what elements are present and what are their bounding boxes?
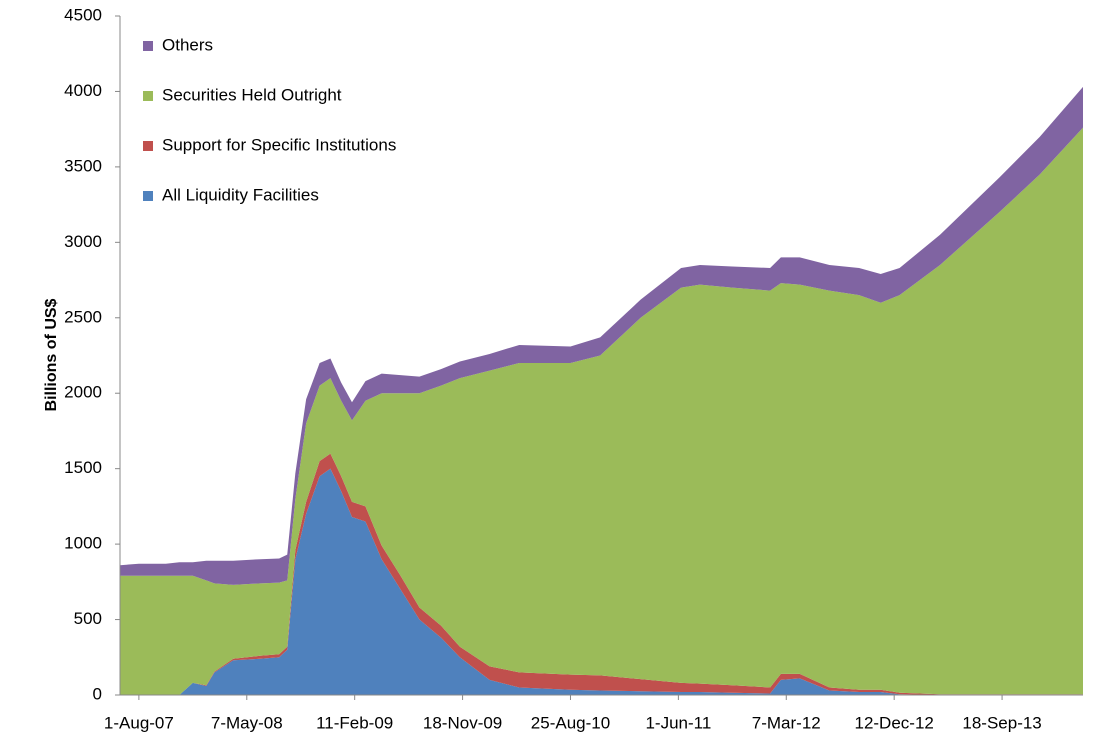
area (120, 127, 1083, 695)
x-tick-label: 7-May-08 (211, 713, 283, 732)
area (120, 468, 1083, 695)
y-tick-label: 4000 (64, 81, 102, 100)
legend-swatch (143, 41, 153, 51)
legend-label: Others (162, 35, 213, 54)
y-tick-label: 500 (74, 609, 102, 628)
x-tick-label: 18-Sep-13 (962, 713, 1041, 732)
y-tick-label: 3500 (64, 156, 102, 175)
legend-swatch (143, 141, 153, 151)
y-axis-label: Billions of US$ (43, 298, 60, 411)
y-tick-label: 0 (93, 684, 102, 703)
x-tick-label: 1-Jun-11 (645, 713, 711, 732)
y-tick-label: 1500 (64, 458, 102, 477)
x-tick-label: 18-Nov-09 (423, 713, 502, 732)
legend-label: Support for Specific Institutions (162, 135, 396, 154)
y-tick-label: 2500 (64, 307, 102, 326)
y-tick-label: 2000 (64, 383, 102, 402)
y-tick-label: 1000 (64, 534, 102, 553)
x-tick-label: 25-Aug-10 (531, 713, 610, 732)
area (120, 453, 1083, 695)
legend-swatch (143, 91, 153, 101)
y-tick-label: 4500 (64, 5, 102, 24)
x-tick-label: 12-Dec-12 (854, 713, 933, 732)
legend-label: Securities Held Outright (162, 85, 342, 104)
x-tick-label: 11-Feb-09 (316, 713, 393, 732)
legend-swatch (143, 191, 153, 201)
legend-label: All Liquidity Facilities (162, 185, 319, 204)
y-tick-label: 3000 (64, 232, 102, 251)
x-tick-label: 1-Aug-07 (104, 713, 174, 732)
x-tick-label: 7-Mar-12 (752, 713, 821, 732)
